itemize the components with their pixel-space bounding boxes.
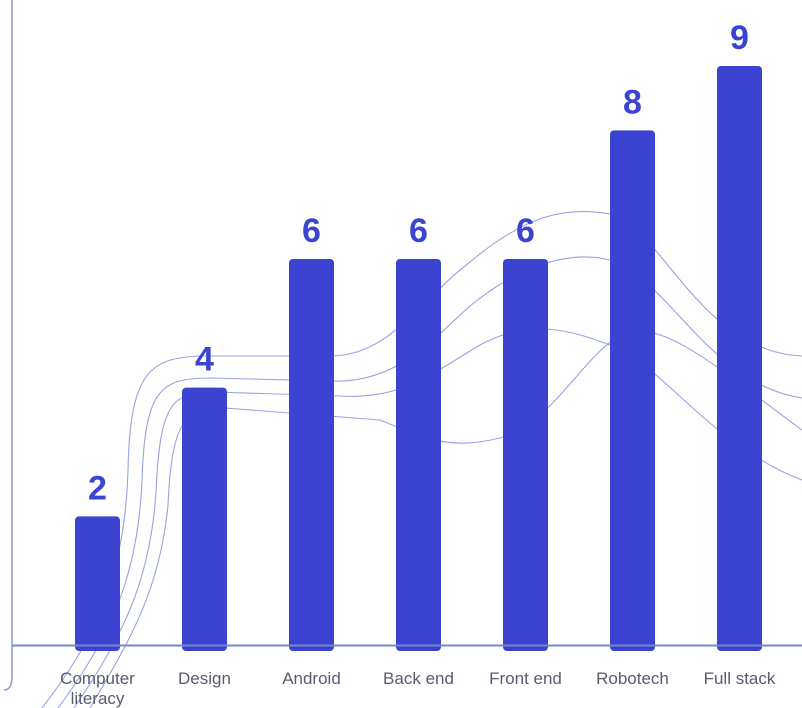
bar: [503, 259, 548, 651]
bar: [610, 130, 655, 652]
category-label: Robotech: [596, 669, 669, 688]
category-label: Computer literacy: [60, 669, 135, 708]
bars-group: [75, 66, 762, 652]
category-label: Design: [178, 669, 231, 688]
value-label: 8: [623, 83, 642, 121]
value-label: 6: [516, 212, 535, 250]
value-label: 4: [195, 341, 214, 379]
category-label: Android: [282, 669, 341, 688]
category-label: Full stack: [704, 669, 776, 688]
bar: [182, 387, 227, 651]
bar: [717, 66, 762, 651]
value-labels: 2 4 6 6 6 8 9: [88, 19, 749, 507]
value-label: 6: [409, 212, 428, 250]
bar: [289, 259, 334, 651]
frame-left-border: [3, 0, 13, 691]
category-labels: Computer literacy Design Android Back end Fro…: [60, 669, 776, 708]
category-label: Front end: [489, 669, 562, 688]
value-label: 9: [730, 19, 749, 57]
bar: [396, 259, 441, 651]
chart-frame: [3, 0, 13, 691]
value-label: 2: [88, 469, 107, 507]
category-label: Back end: [383, 669, 454, 688]
bar: [75, 516, 120, 651]
value-label: 6: [302, 212, 321, 250]
